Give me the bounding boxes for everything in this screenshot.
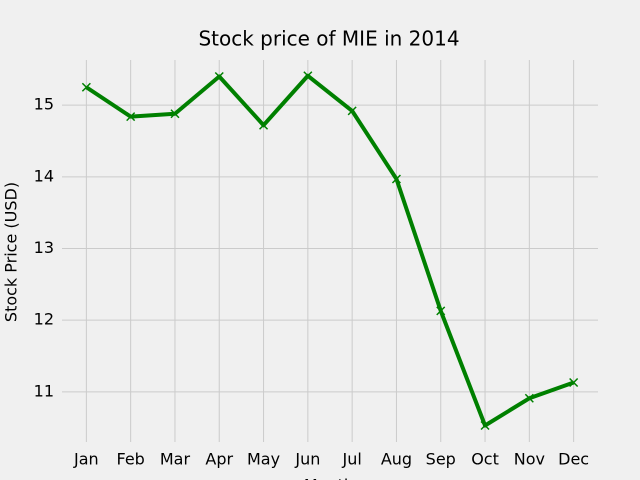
x-tick-label: Mar (160, 450, 191, 469)
marker (303, 71, 313, 81)
x-tick-label: Nov (514, 450, 545, 469)
x-tick-label: Aug (381, 450, 412, 469)
chart-title: Stock price of MIE in 2014 (198, 27, 459, 51)
x-tick-label: Jul (341, 450, 361, 469)
x-tick-label: Jan (73, 450, 99, 469)
marker (214, 71, 224, 82)
y-tick-label: 14 (34, 166, 54, 185)
marker (126, 112, 136, 122)
x-tick-label: Sep (426, 450, 456, 469)
x-tick-label: Feb (116, 450, 144, 469)
marker (480, 420, 490, 431)
marker (347, 106, 357, 116)
marker (524, 393, 534, 403)
x-tick-label: May (247, 450, 280, 469)
line (85, 73, 575, 428)
x-tick-label: Dec (558, 450, 589, 469)
y-tick-label: 12 (34, 310, 54, 329)
x-tick-label: Jun (294, 450, 320, 469)
y-tick-label: 13 (34, 238, 54, 257)
marker (259, 120, 269, 130)
x-axis-label: Month (304, 476, 354, 480)
y-axis-label: Stock Price (USD) (2, 182, 21, 322)
x-tick-label: Apr (205, 450, 233, 469)
marker (170, 109, 180, 119)
marker (569, 377, 579, 388)
marker (81, 82, 91, 92)
x-tick-label: Oct (471, 450, 499, 469)
marker (436, 306, 446, 316)
marker (391, 174, 401, 184)
y-tick-label: 11 (34, 381, 54, 400)
y-tick-label: 15 (34, 95, 54, 114)
